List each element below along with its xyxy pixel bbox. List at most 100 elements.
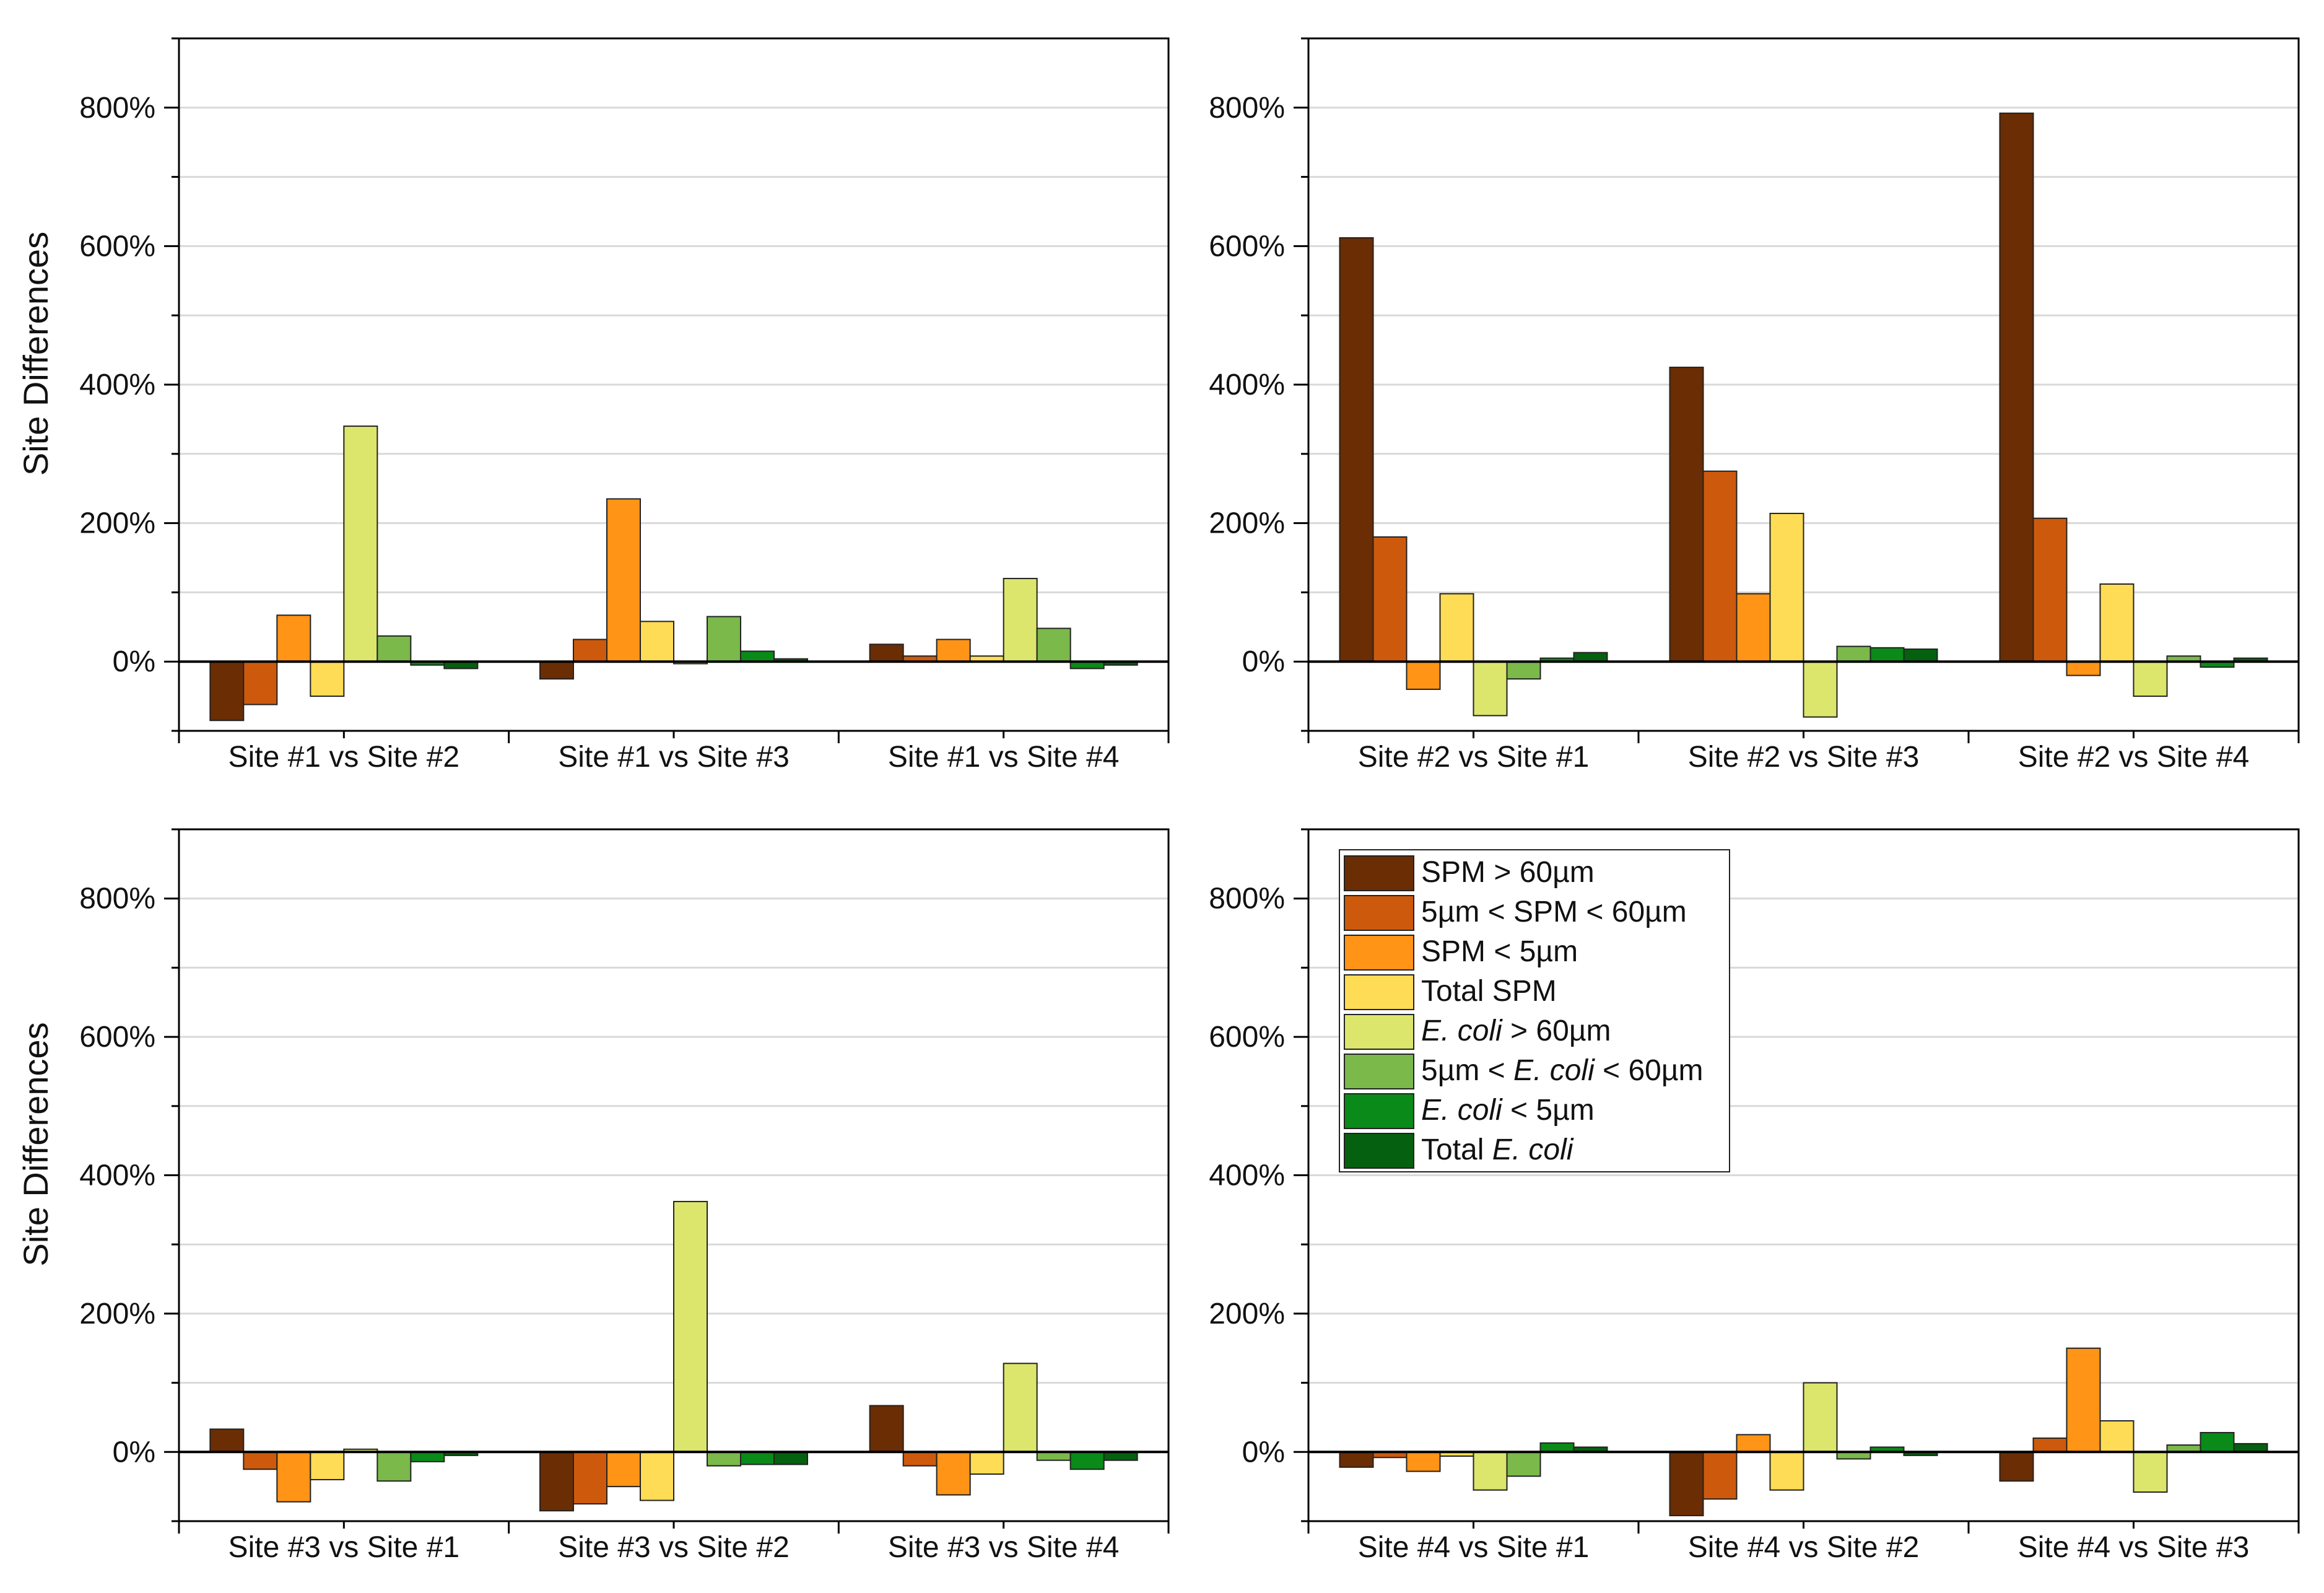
bar <box>936 1451 971 1496</box>
legend-swatch <box>1344 895 1414 931</box>
x-tick-label: Site #2 vs Site #3 <box>1688 741 1920 774</box>
bar <box>2133 661 2168 697</box>
bar <box>1036 627 1071 663</box>
y-tick-label: 400% <box>1209 369 1285 401</box>
chart-panel-3: 0% 200% 400% 600% 800% Site #3 vs Site #1 Site… <box>16 828 1170 1564</box>
bar <box>869 1405 904 1453</box>
bar <box>1869 647 1905 663</box>
legend-label: SPM < 5µm <box>1421 935 1578 968</box>
bar <box>310 661 345 697</box>
bar <box>869 644 904 663</box>
bar <box>1473 661 1508 717</box>
bar <box>1999 1451 2034 1482</box>
bar <box>640 1451 674 1501</box>
bar <box>243 1451 278 1470</box>
x-tick-label: Site #3 vs Site #1 <box>228 1531 460 1564</box>
bar <box>707 1451 741 1467</box>
legend-label: E. coli > 60µm <box>1421 1015 1611 1047</box>
bar <box>773 1451 808 1465</box>
legend-swatch <box>1344 1014 1414 1050</box>
y-tick-label: 600% <box>1209 230 1285 263</box>
x-tick-label: Site #2 vs Site #1 <box>1358 741 1590 774</box>
y-tick-label: 400% <box>1209 1159 1285 1192</box>
bar <box>573 1451 607 1505</box>
y-tick-label: 600% <box>1209 1021 1285 1054</box>
bar <box>707 616 741 663</box>
bar <box>1506 1451 1541 1477</box>
legend-label: 5µm < SPM < 60µm <box>1421 896 1687 928</box>
y-tick-label: 200% <box>79 1298 155 1330</box>
legend-swatch <box>1344 1054 1414 1089</box>
x-tick-label: Site #1 vs Site #4 <box>888 741 1120 774</box>
bar <box>606 498 641 663</box>
bar <box>1439 593 1474 663</box>
y-tick-label: 0% <box>1242 1436 1285 1469</box>
bar <box>1769 512 1804 663</box>
bar <box>1736 593 1771 663</box>
bar <box>1702 470 1738 663</box>
bar <box>1769 1451 1804 1491</box>
legend-swatch <box>1344 974 1414 1010</box>
y-tick-label: 0% <box>1242 645 1285 678</box>
bar <box>310 1451 345 1480</box>
bar <box>1539 1442 1575 1453</box>
bar <box>343 426 378 663</box>
y-tick-label: 800% <box>1209 883 1285 915</box>
bar <box>969 1451 1004 1475</box>
y-tick-label: 800% <box>79 92 155 124</box>
legend-label: Total SPM <box>1421 975 1557 1008</box>
bar <box>539 1451 574 1512</box>
legend-label: 5µm < E. coli < 60µm <box>1421 1054 1704 1087</box>
y-tick-label: 200% <box>79 507 155 540</box>
x-tick-label: Site #3 vs Site #4 <box>888 1531 1120 1564</box>
bar <box>243 661 278 705</box>
y-tick-label: 800% <box>1209 92 1285 124</box>
bar <box>573 639 607 663</box>
y-tick-label: 200% <box>1209 507 1285 540</box>
bar <box>1669 1451 1704 1517</box>
chart-panel-4: 0% 200% 400% 600% 800% Site #4 vs Site #1 Site… <box>1209 828 2300 1564</box>
y-tick-label: 400% <box>79 1159 155 1192</box>
bar <box>276 614 311 663</box>
bar <box>410 1451 445 1462</box>
x-tick-label: Site #4 vs Site #2 <box>1688 1531 1920 1564</box>
bar <box>740 650 775 663</box>
bar <box>1069 1451 1105 1470</box>
y-tick-label: 0% <box>113 645 155 678</box>
bar <box>902 1451 938 1467</box>
bar <box>936 639 971 663</box>
bar <box>2200 1432 2235 1453</box>
bar <box>1473 1451 1508 1491</box>
legend-label: SPM > 60µm <box>1421 856 1595 889</box>
bar <box>1003 1363 1038 1453</box>
x-tick-label: Site #3 vs Site #2 <box>558 1531 790 1564</box>
legend-swatch <box>1344 855 1414 891</box>
bar <box>1702 1451 1738 1500</box>
legend-swatch <box>1344 1133 1414 1169</box>
bar <box>1836 645 1871 663</box>
bar <box>209 1428 245 1453</box>
bar <box>1406 661 1441 690</box>
bar <box>1506 661 1541 680</box>
bar <box>606 1451 641 1488</box>
legend-swatch <box>1344 1093 1414 1129</box>
chart-panel-1: 0% 200% 400% 600% 800% Site #1 vs Site #2 Site… <box>16 37 1170 774</box>
bar <box>1803 1382 1838 1453</box>
bar <box>1573 652 1608 663</box>
y-tick-label: 400% <box>79 369 155 401</box>
y-tick-label: 600% <box>79 230 155 263</box>
bar <box>2099 583 2135 663</box>
y-axis-label: Site Differences <box>16 232 55 476</box>
x-tick-label: Site #1 vs Site #3 <box>558 741 790 774</box>
bar <box>1406 1451 1441 1472</box>
x-tick-label: Site #2 vs Site #4 <box>2018 741 2250 774</box>
bar <box>1339 237 1374 663</box>
bar <box>640 621 674 663</box>
bar <box>2032 1437 2068 1453</box>
bar <box>2233 1442 2268 1453</box>
bar <box>1999 112 2034 663</box>
bar <box>539 661 574 680</box>
bar <box>2066 1347 2101 1453</box>
bar <box>209 661 245 722</box>
